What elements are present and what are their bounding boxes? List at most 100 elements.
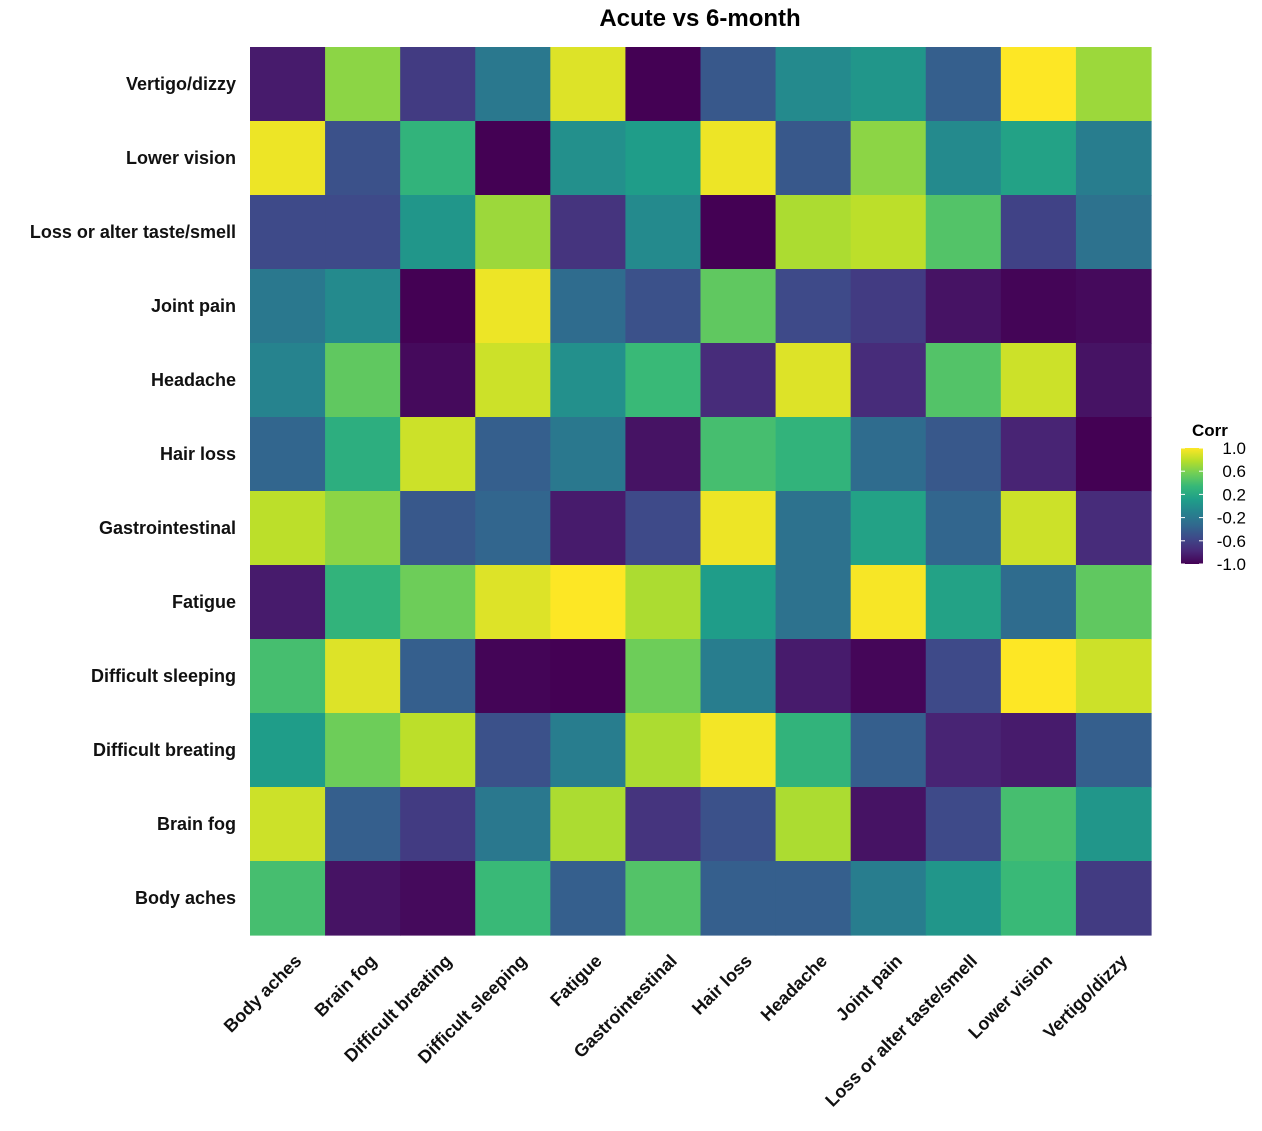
x-tick-label: Fatigue: [546, 951, 605, 1010]
heatmap-cell-headache-brain-fog: [325, 343, 401, 418]
heatmap-cell-gastrointestinal-loss-or-alter-taste-smell: [925, 491, 1002, 566]
heatmap-cell-fatigue-difficult-breating: [400, 565, 476, 640]
heatmap-cell-joint-pain-difficult-breating: [400, 269, 476, 344]
legend-colorbar: [1181, 448, 1203, 564]
heatmap-cell-fatigue-fatigue: [550, 565, 627, 640]
heatmap-cell-hair-loss-brain-fog: [325, 417, 401, 492]
heatmap-cell-headache-hair-loss: [700, 343, 777, 418]
heatmap-cell-lower-vision-vertigo-dizzy: [1075, 121, 1152, 196]
heatmap-cell-difficult-sleeping-brain-fog: [325, 639, 401, 714]
y-tick-label: Difficult breating: [93, 740, 236, 760]
heatmap-cell-hair-loss-lower-vision: [1000, 417, 1077, 492]
heatmap-cell-gastrointestinal-body-aches: [250, 491, 326, 566]
heatmap-cell-lower-vision-gastrointestinal: [625, 121, 702, 196]
legend-tick-label: -1.0: [1217, 555, 1246, 574]
heatmap-cell-hair-loss-difficult-breating: [400, 417, 476, 492]
heatmap-cell-loss-or-alter-taste-smell-vertigo-dizzy: [1075, 195, 1152, 270]
heatmap-cell-difficult-breating-lower-vision: [1000, 713, 1077, 788]
heatmap-cell-brain-fog-joint-pain: [850, 787, 927, 862]
heatmap-cell-headache-fatigue: [550, 343, 627, 418]
heatmap-cell-difficult-breating-hair-loss: [700, 713, 777, 788]
heatmap-cell-difficult-sleeping-hair-loss: [700, 639, 777, 714]
heatmap-cell-gastrointestinal-hair-loss: [700, 491, 777, 566]
y-tick-label: Brain fog: [157, 814, 236, 834]
heatmap-cell-difficult-sleeping-joint-pain: [850, 639, 927, 714]
legend-tick-label: -0.2: [1217, 509, 1246, 528]
heatmap-cell-difficult-sleeping-difficult-breating: [400, 639, 476, 714]
heatmap-cell-hair-loss-headache: [775, 417, 852, 492]
heatmap-cell-difficult-breating-body-aches: [250, 713, 326, 788]
heatmap-cell-gastrointestinal-lower-vision: [1000, 491, 1077, 566]
heatmap-cell-lower-vision-body-aches: [250, 121, 326, 196]
heatmap-cell-vertigo-dizzy-headache: [775, 47, 852, 122]
heatmap-cell-fatigue-headache: [775, 565, 852, 640]
heatmap-cell-gastrointestinal-difficult-sleeping: [475, 491, 551, 566]
heatmap-cell-vertigo-dizzy-difficult-sleeping: [475, 47, 551, 122]
heatmap-cell-difficult-sleeping-vertigo-dizzy: [1075, 639, 1152, 714]
heatmap-cell-headache-headache: [775, 343, 852, 418]
heatmap-cell-loss-or-alter-taste-smell-difficult-sleeping: [475, 195, 551, 270]
y-tick-label: Fatigue: [172, 592, 236, 612]
heatmap-cell-lower-vision-loss-or-alter-taste-smell: [925, 121, 1002, 196]
heatmap-cell-hair-loss-fatigue: [550, 417, 627, 492]
heatmap-cell-difficult-breating-vertigo-dizzy: [1075, 713, 1152, 788]
heatmap-cell-difficult-breating-difficult-sleeping: [475, 713, 551, 788]
y-tick-label: Loss or alter taste/smell: [30, 222, 236, 242]
heatmap-cell-joint-pain-joint-pain: [850, 269, 927, 344]
y-tick-label: Gastrointestinal: [99, 518, 236, 538]
heatmap-cell-fatigue-difficult-sleeping: [475, 565, 551, 640]
heatmap-cell-vertigo-dizzy-gastrointestinal: [625, 47, 702, 122]
heatmap-cell-body-aches-gastrointestinal: [625, 861, 702, 936]
heatmap-cell-difficult-breating-difficult-breating: [400, 713, 476, 788]
heatmap-cell-brain-fog-difficult-breating: [400, 787, 476, 862]
heatmap-cell-vertigo-dizzy-fatigue: [550, 47, 627, 122]
heatmap-cell-brain-fog-loss-or-alter-taste-smell: [925, 787, 1002, 862]
heatmap-cell-fatigue-brain-fog: [325, 565, 401, 640]
heatmap-cell-difficult-breating-gastrointestinal: [625, 713, 702, 788]
legend-title: Corr: [1192, 421, 1228, 440]
heatmap-cell-loss-or-alter-taste-smell-lower-vision: [1000, 195, 1077, 270]
heatmap-cell-joint-pain-brain-fog: [325, 269, 401, 344]
heatmap-cell-lower-vision-difficult-breating: [400, 121, 476, 196]
heatmap-cell-difficult-breating-headache: [775, 713, 852, 788]
heatmap-cell-gastrointestinal-difficult-breating: [400, 491, 476, 566]
heatmap-cell-joint-pain-hair-loss: [700, 269, 777, 344]
y-tick-label: Vertigo/dizzy: [126, 74, 236, 94]
heatmap-cell-lower-vision-lower-vision: [1000, 121, 1077, 196]
heatmap-cell-body-aches-difficult-sleeping: [475, 861, 551, 936]
heatmap-cell-brain-fog-headache: [775, 787, 852, 862]
legend-tick-label: 0.6: [1222, 462, 1246, 481]
heatmap-cell-hair-loss-vertigo-dizzy: [1075, 417, 1152, 492]
heatmap-cell-lower-vision-difficult-sleeping: [475, 121, 551, 196]
heatmap-cell-hair-loss-joint-pain: [850, 417, 927, 492]
heatmap-cell-loss-or-alter-taste-smell-difficult-breating: [400, 195, 476, 270]
y-tick-label: Difficult sleeping: [91, 666, 236, 686]
heatmap-cell-body-aches-fatigue: [550, 861, 627, 936]
heatmap-cell-vertigo-dizzy-joint-pain: [850, 47, 927, 122]
heatmap-cell-difficult-breating-brain-fog: [325, 713, 401, 788]
heatmap-cell-joint-pain-headache: [775, 269, 852, 344]
heatmap-cell-fatigue-joint-pain: [850, 565, 927, 640]
heatmap-cell-difficult-breating-loss-or-alter-taste-smell: [925, 713, 1002, 788]
heatmap-cells: [250, 47, 1152, 936]
heatmap-cell-difficult-breating-joint-pain: [850, 713, 927, 788]
heatmap-cell-body-aches-brain-fog: [325, 861, 401, 936]
heatmap-cell-lower-vision-headache: [775, 121, 852, 196]
heatmap-cell-hair-loss-hair-loss: [700, 417, 777, 492]
heatmap-cell-loss-or-alter-taste-smell-fatigue: [550, 195, 627, 270]
heatmap-cell-difficult-sleeping-fatigue: [550, 639, 627, 714]
y-tick-label: Headache: [151, 370, 236, 390]
heatmap-cell-joint-pain-vertigo-dizzy: [1075, 269, 1152, 344]
heatmap-cell-gastrointestinal-gastrointestinal: [625, 491, 702, 566]
heatmap-cell-headache-loss-or-alter-taste-smell: [925, 343, 1002, 418]
heatmap-cell-joint-pain-fatigue: [550, 269, 627, 344]
x-tick-label: Loss or alter taste/smell: [821, 951, 981, 1111]
heatmap-cell-headache-gastrointestinal: [625, 343, 702, 418]
heatmap-cell-difficult-sleeping-loss-or-alter-taste-smell: [925, 639, 1002, 714]
heatmap-cell-brain-fog-hair-loss: [700, 787, 777, 862]
heatmap-cell-vertigo-dizzy-hair-loss: [700, 47, 777, 122]
heatmap-cell-hair-loss-loss-or-alter-taste-smell: [925, 417, 1002, 492]
heatmap-cell-brain-fog-fatigue: [550, 787, 627, 862]
y-tick-label: Body aches: [135, 888, 236, 908]
